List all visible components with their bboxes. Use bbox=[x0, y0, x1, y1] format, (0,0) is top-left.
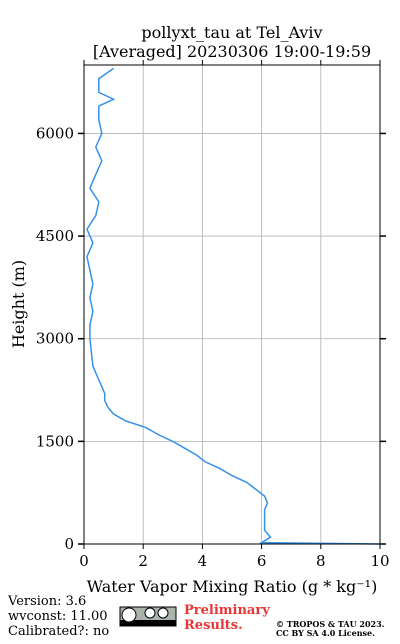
calibrated: Calibrated?: no bbox=[8, 624, 109, 639]
y-tick-label: 0 bbox=[64, 535, 74, 553]
chart-title: pollyxt_tau at Tel_Aviv bbox=[141, 23, 322, 42]
x-tick-label: 2 bbox=[138, 552, 148, 570]
x-tick-label: 0 bbox=[79, 552, 89, 570]
preliminary: Preliminary bbox=[184, 603, 270, 618]
plot-area: 0 2 4 6 8 10 0 1500 3000 4500 6000 bbox=[36, 60, 390, 570]
x-tick-label: 10 bbox=[370, 552, 389, 570]
y-tick-label: 6000 bbox=[36, 124, 74, 142]
x-tick-label: 4 bbox=[198, 552, 208, 570]
copyright: CC BY SA 4.0 License. bbox=[276, 628, 375, 638]
copyright: © TROPOS & TAU 2023. bbox=[276, 619, 385, 629]
axes-frame bbox=[83, 64, 381, 545]
version: Version: 3.6 bbox=[7, 594, 86, 609]
wvconst: wvconst: 11.00 bbox=[8, 609, 108, 624]
x-tick-label: 8 bbox=[316, 552, 326, 570]
x-axis-label: Water Vapor Mixing Ratio (g * kg⁻¹) bbox=[87, 577, 378, 596]
preliminary: Results. bbox=[184, 618, 243, 633]
cc-logo bbox=[119, 606, 177, 627]
chart-subtitle: [Averaged] 20230306 19:00-19:59 bbox=[93, 42, 371, 61]
y-axis-label: Height (m) bbox=[9, 260, 28, 348]
y-tick-label: 3000 bbox=[36, 330, 74, 348]
y-tick-label: 1500 bbox=[36, 432, 74, 450]
y-tick-label: 4500 bbox=[36, 227, 74, 245]
x-tick-label: 6 bbox=[257, 552, 267, 570]
profile-line bbox=[86, 67, 381, 545]
